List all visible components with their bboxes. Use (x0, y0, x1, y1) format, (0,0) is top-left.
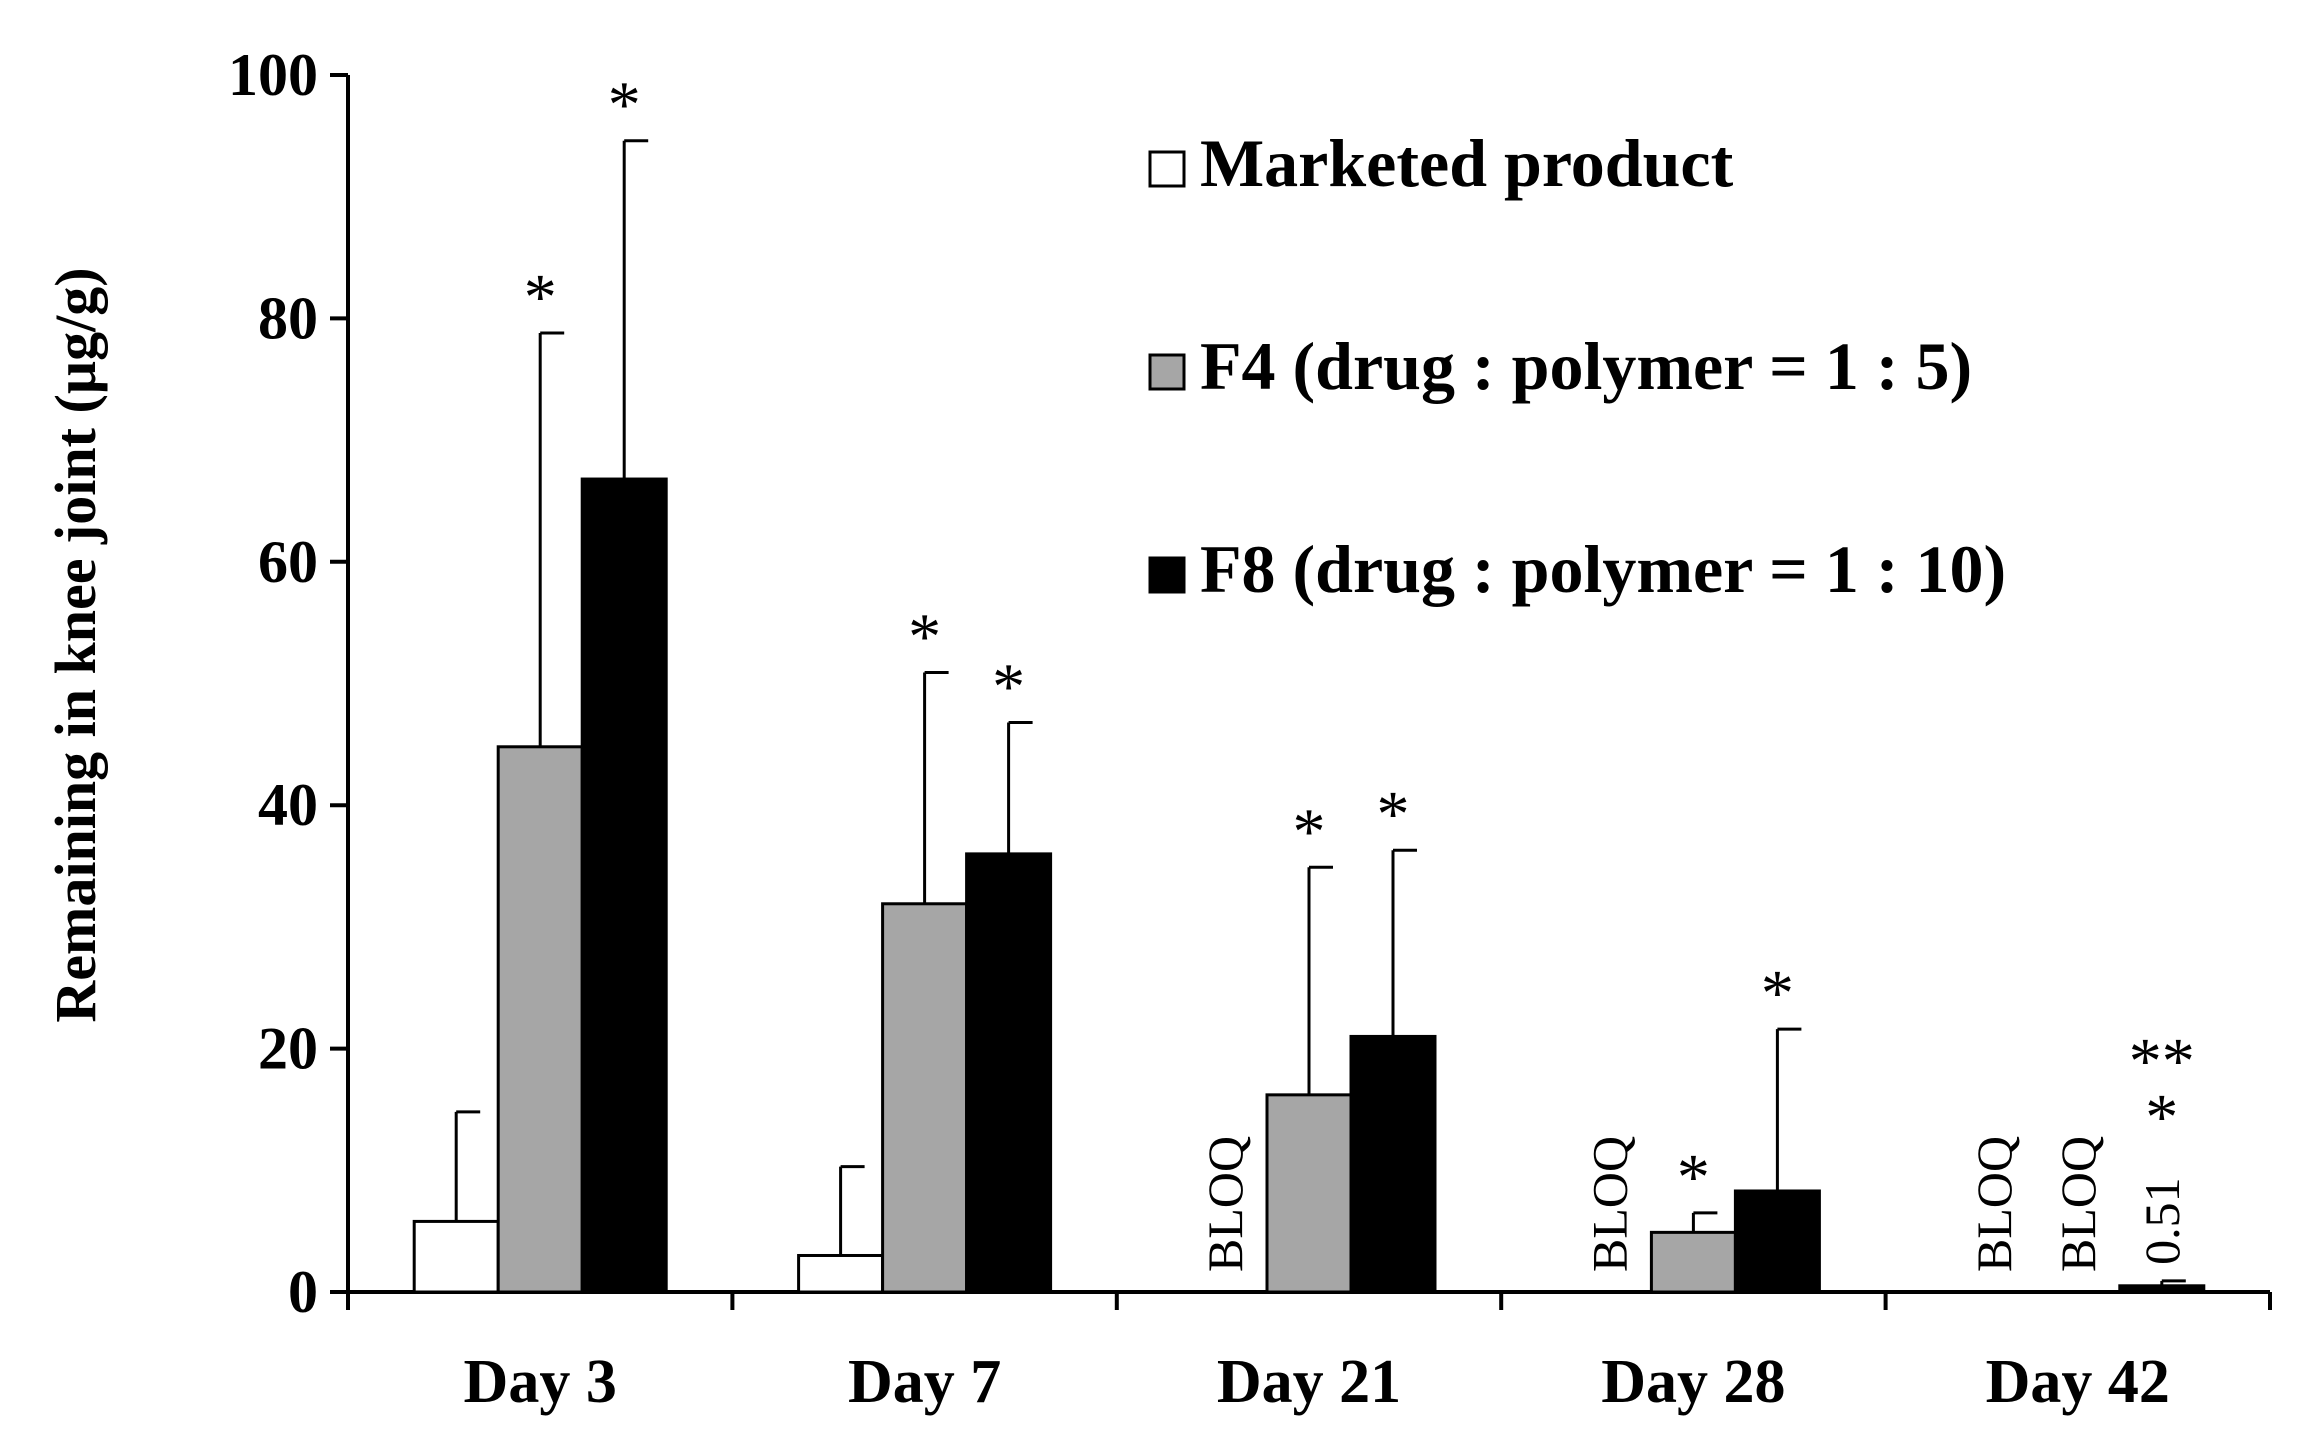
significance-star: * (608, 69, 641, 142)
bar (797, 1253, 885, 1294)
x-tick-label: Day 28 (1601, 1348, 1785, 1416)
legend-swatch (1148, 556, 1186, 594)
legend-label: F4 (drug : polymer = 1 : 5) (1200, 328, 1972, 404)
bar (1349, 1034, 1437, 1294)
value-note: 0.51 (2134, 1177, 2190, 1265)
significance-star: * (1677, 1141, 1710, 1214)
significance-star: * (2145, 1081, 2178, 1154)
bar (1649, 1230, 1737, 1294)
value-note: BLOQ (1966, 1136, 2022, 1272)
bar (2118, 1284, 2206, 1294)
legend-swatch (1148, 353, 1186, 391)
significance-star: ** (2129, 1025, 2195, 1098)
y-tick-label: 100 (228, 42, 318, 108)
y-tick-label: 20 (258, 1016, 318, 1082)
significance-star: * (524, 261, 557, 334)
x-tick-label: Day 7 (848, 1348, 1001, 1416)
significance-star: * (908, 601, 941, 674)
y-axis-label: Remaining in knee joint (µg/g) (43, 267, 108, 1022)
legend-swatch (1148, 150, 1186, 188)
value-note: BLOQ (1197, 1136, 1253, 1272)
value-note: BLOQ (1581, 1136, 1637, 1272)
bar (1733, 1189, 1821, 1294)
bar (496, 745, 584, 1294)
y-tick-label: 60 (258, 529, 318, 595)
x-tick-label: Day 21 (1217, 1348, 1401, 1416)
y-tick-label: 40 (258, 772, 318, 838)
significance-star: * (1761, 957, 1794, 1030)
x-tick-label: Day 42 (1986, 1348, 2170, 1416)
value-note: BLOQ (2050, 1136, 2106, 1272)
legend: Marketed product F4 (drug : polymer = 1 :… (1148, 125, 2006, 607)
annotations-layer: BLOQ BLOQ BLOQ**** BLOQ****0.51*** (524, 69, 2195, 1272)
y-tick-label: 0 (288, 1259, 318, 1325)
bar (412, 1219, 500, 1294)
legend-label: F8 (drug : polymer = 1 : 10) (1200, 531, 2006, 607)
significance-star: * (992, 650, 1025, 723)
significance-star: * (1293, 795, 1326, 868)
y-tick-label: 80 (258, 285, 318, 351)
bar (965, 852, 1053, 1294)
bar (881, 902, 969, 1294)
axes-layer: 0 20 40 60 80 100 Day 3 Day 7 Day 21 Day 28 Day 42 (228, 42, 2272, 1416)
significance-star: * (1377, 778, 1410, 851)
bar (1265, 1093, 1353, 1294)
bars-layer (412, 139, 2206, 1294)
legend-label: Marketed product (1200, 125, 1734, 201)
x-tick-label: Day 3 (464, 1348, 617, 1416)
bar (580, 477, 668, 1294)
